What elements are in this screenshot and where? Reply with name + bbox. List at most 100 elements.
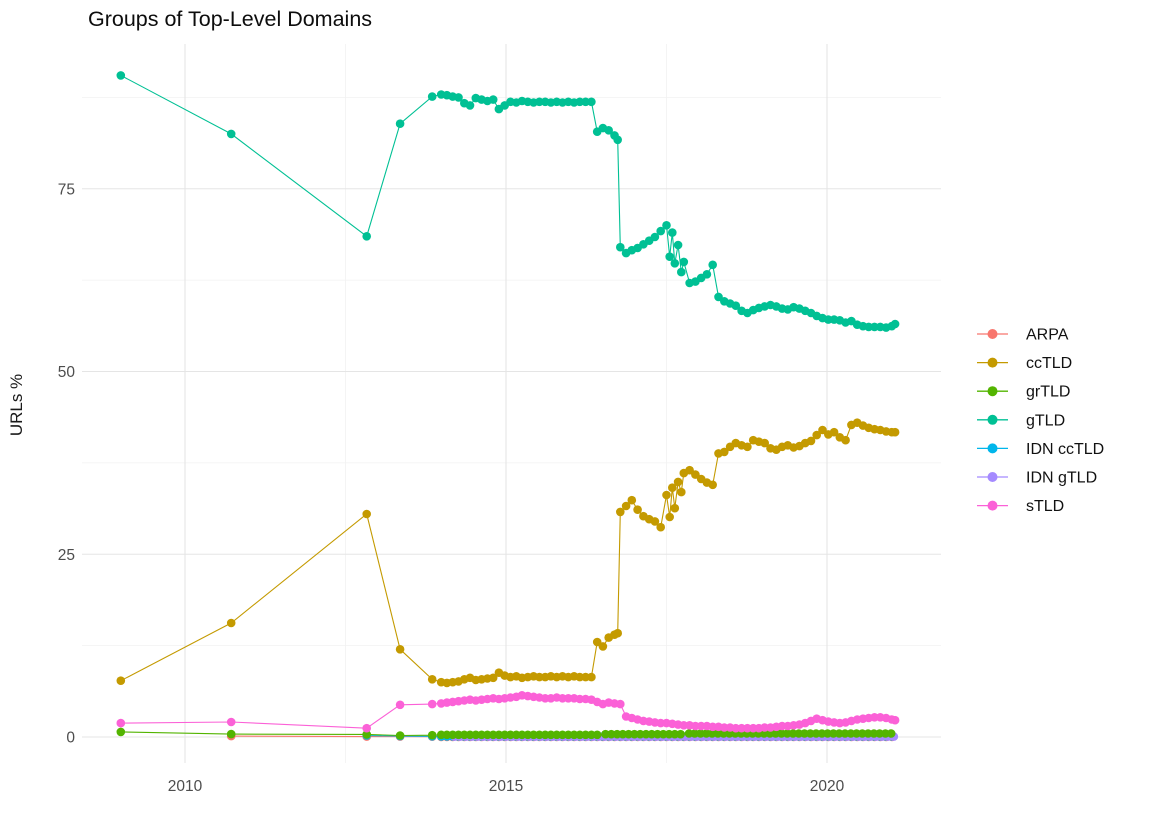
data-point — [731, 301, 741, 311]
data-point — [395, 645, 405, 654]
legend-key-dot — [987, 386, 998, 397]
legend-label: IDN gTLD — [1026, 470, 1097, 487]
data-point — [673, 240, 683, 250]
series-layer — [116, 71, 900, 742]
data-point — [604, 126, 613, 135]
data-point — [677, 487, 686, 497]
legend-item-ccTLD: ccTLD — [977, 355, 1072, 372]
axis-labels: 0 25 50 75 2010 2015 2020 — [58, 181, 845, 795]
legend: ARPA ccTLD grTLD gTLD IDN ccTLD IDN gTLD sTLD — [977, 327, 1104, 515]
data-point — [592, 730, 602, 740]
data-point — [677, 267, 686, 277]
x-tick-label: 2020 — [810, 778, 845, 795]
y-tick-label: 75 — [58, 181, 75, 198]
legend-key-dot — [987, 472, 998, 482]
data-point — [702, 270, 712, 279]
data-point — [673, 477, 683, 487]
data-point — [708, 260, 717, 270]
data-point — [760, 438, 769, 448]
data-point — [613, 628, 622, 638]
data-point — [662, 490, 671, 500]
y-axis-title: URLs % — [7, 374, 26, 436]
legend-item-ARPA: ARPA — [977, 327, 1069, 344]
data-point — [395, 700, 405, 710]
data-point — [890, 319, 900, 329]
data-point — [676, 729, 685, 739]
data-point — [890, 427, 900, 437]
data-point — [662, 221, 671, 230]
legend-label: IDN ccTLD — [1026, 441, 1104, 458]
legend-key-dot — [987, 443, 998, 454]
data-point — [670, 259, 680, 268]
data-point — [116, 727, 126, 737]
data-point — [812, 430, 821, 440]
legend-item-IDN ccTLD: IDN ccTLD — [977, 441, 1104, 458]
data-point — [656, 522, 665, 532]
legend-item-IDN gTLD: IDN gTLD — [977, 470, 1097, 487]
y-tick-label: 25 — [58, 547, 75, 564]
legend-label: sTLD — [1026, 498, 1064, 515]
chart-title: Groups of Top-Level Domains — [88, 7, 372, 31]
data-point — [886, 729, 896, 738]
data-point — [454, 93, 463, 102]
data-point — [806, 436, 816, 446]
y-tick-label: 50 — [58, 364, 76, 381]
legend-key-dot — [987, 329, 998, 339]
x-tick-label: 2010 — [168, 778, 203, 795]
data-point — [720, 447, 729, 457]
data-point — [616, 242, 625, 252]
data-point — [650, 232, 660, 242]
series-grTLD — [116, 727, 896, 740]
x-tick-label: 2015 — [489, 778, 523, 795]
data-point — [616, 699, 625, 709]
data-point — [627, 495, 637, 505]
data-point — [395, 731, 405, 740]
data-point — [395, 119, 405, 128]
legend-key-dot — [987, 500, 998, 511]
data-point — [427, 675, 437, 684]
legend-label: ccTLD — [1026, 355, 1072, 372]
legend-key-dot — [987, 357, 998, 368]
data-point — [488, 673, 498, 683]
series-ccTLD — [116, 418, 900, 688]
legend-item-sTLD: sTLD — [977, 498, 1064, 515]
legend-label: grTLD — [1026, 384, 1070, 401]
data-point — [633, 505, 642, 514]
gridlines — [82, 44, 941, 763]
data-point — [427, 699, 437, 709]
data-point — [116, 676, 126, 685]
data-point — [587, 672, 596, 682]
data-point — [829, 427, 839, 437]
data-point — [656, 226, 665, 236]
data-point — [670, 503, 680, 513]
data-point — [665, 252, 674, 261]
data-point — [465, 101, 475, 110]
data-point — [841, 435, 850, 445]
data-point — [488, 95, 498, 104]
data-point — [708, 480, 717, 490]
data-point — [226, 618, 236, 628]
series-line-gTLD — [120, 74, 896, 329]
data-point — [650, 517, 660, 526]
data-point — [362, 730, 372, 739]
series-line-ccTLD — [120, 422, 896, 684]
y-tick-label: 0 — [66, 730, 75, 747]
data-point — [226, 717, 236, 727]
data-point — [427, 730, 437, 740]
data-point — [362, 723, 372, 733]
data-point — [116, 718, 126, 728]
legend-item-gTLD: gTLD — [977, 412, 1065, 429]
data-point — [621, 501, 631, 511]
series-sTLD — [116, 691, 900, 733]
data-point — [226, 129, 236, 139]
data-point — [587, 97, 596, 107]
data-point — [665, 512, 674, 522]
legend-key-dot — [987, 414, 998, 425]
data-point — [668, 483, 677, 493]
data-point — [116, 71, 126, 80]
data-point — [890, 715, 900, 725]
data-point — [668, 228, 677, 237]
data-point — [226, 729, 236, 739]
data-point — [598, 642, 608, 651]
